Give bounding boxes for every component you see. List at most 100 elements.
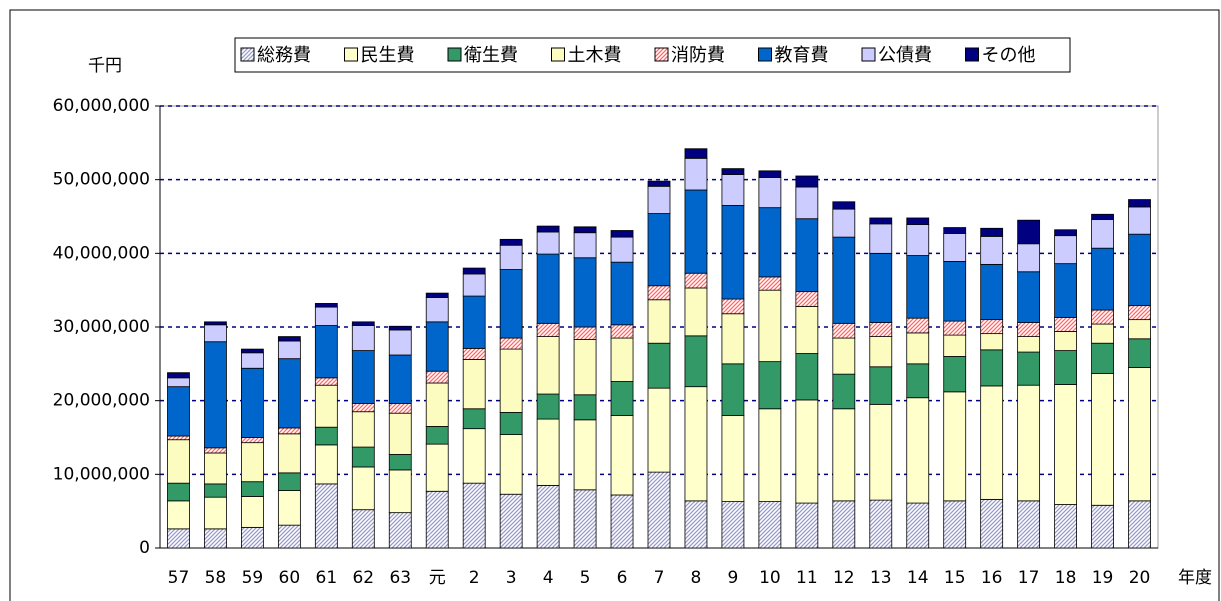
legend-swatch: [447, 47, 462, 62]
bar-segment: [388, 469, 412, 514]
bar-segment: [462, 482, 486, 549]
bar-segment: [832, 208, 856, 238]
bar-segment: [721, 363, 745, 416]
bar-segment: [314, 384, 338, 428]
legend-swatch: [551, 47, 565, 62]
bar-segment: [351, 325, 375, 351]
x-tick-label: 6: [617, 568, 628, 588]
bar-segment: [869, 336, 893, 368]
bar-segment: [573, 232, 597, 259]
bar-segment: [758, 207, 782, 278]
bar-segment: [425, 443, 449, 492]
bar-segment: [684, 335, 708, 388]
bar-segment: [1128, 199, 1151, 208]
x-tick-label: 57: [168, 568, 190, 588]
bar-segment: [869, 366, 893, 405]
bar-segment: [610, 236, 634, 263]
bar-segment: [1054, 229, 1077, 237]
bar-segment: [832, 500, 856, 549]
bar-segment: [1128, 206, 1151, 235]
bar-segment: [1091, 373, 1114, 506]
bar-segment: [536, 225, 560, 233]
bar-segment: [241, 348, 264, 354]
bar-segment: [425, 297, 449, 323]
bar-segment: [425, 321, 449, 372]
y-tick-label: 50,000,000: [53, 170, 150, 190]
y-tick-label: 20,000,000: [53, 391, 150, 411]
bar-segment: [980, 319, 1004, 335]
bar-segment: [1017, 219, 1041, 245]
bar-segment: [241, 367, 264, 438]
bar-segment: [536, 253, 560, 324]
bar-segment: [277, 472, 301, 491]
bar-segment: [167, 377, 190, 388]
y-tick-label: 60,000,000: [53, 96, 150, 116]
bar-segment: [758, 276, 782, 291]
bar-segment: [906, 502, 930, 549]
bar-segment: [647, 387, 671, 473]
bar-segment: [943, 233, 967, 262]
x-tick-label: 17: [1018, 568, 1040, 588]
legend-swatch: [344, 47, 358, 62]
bar-segment: [758, 170, 782, 178]
bar-segment: [241, 437, 264, 444]
bar-segment: [573, 394, 597, 421]
bar-segment: [277, 340, 301, 360]
bar-segment: [610, 337, 634, 382]
bar-segment: [314, 426, 338, 446]
bar-segment: [1091, 504, 1114, 549]
bar-segment: [388, 512, 412, 549]
bar-segment: [351, 321, 375, 326]
bar-segment: [277, 490, 301, 526]
bar-segment: [943, 227, 967, 234]
bar-segment: [1017, 322, 1041, 337]
bar-segment: [906, 332, 930, 365]
bar-segment: [721, 414, 745, 502]
bar-segment: [1017, 351, 1041, 386]
bar-segment: [536, 231, 560, 255]
bar-segment: [1054, 317, 1077, 332]
bar-segment: [980, 227, 1004, 237]
bar-segment: [758, 501, 782, 549]
bar-segment: [425, 292, 449, 298]
bar-segment: [462, 428, 486, 484]
legend-label: その他: [982, 45, 1036, 66]
x-tick-label: 61: [316, 568, 338, 588]
bar-segment: [1017, 271, 1041, 323]
bar-segment: [980, 349, 1004, 387]
bar-segment: [499, 434, 523, 495]
bar-segment: [610, 381, 634, 416]
bar-segment: [943, 261, 967, 322]
bar-segment: [536, 418, 560, 486]
bar-segment: [980, 385, 1004, 500]
bar-segment: [684, 272, 708, 289]
bar-segment: [388, 403, 412, 414]
bar-segment: [1128, 500, 1151, 549]
x-tick-label: 7: [654, 568, 665, 588]
y-tick-label: 10,000,000: [53, 464, 150, 484]
bar-segment: [167, 386, 190, 437]
legend-label: 公債費: [878, 45, 932, 66]
bar-segment: [241, 481, 264, 497]
bar-segment: [499, 412, 523, 435]
bar-segment: [351, 350, 375, 405]
bar-segment: [721, 168, 745, 175]
bar-segment: [573, 419, 597, 491]
x-tick-label: 59: [242, 568, 264, 588]
bar-segment: [1128, 305, 1151, 321]
bar-segment: [1128, 319, 1151, 340]
bar-segment: [314, 444, 338, 485]
x-tick-label: 62: [352, 568, 374, 588]
bar-segment: [241, 526, 264, 549]
bar-segment: [795, 218, 819, 293]
x-tick-label: 8: [691, 568, 702, 588]
bar-segment: [1054, 263, 1077, 318]
bar-segment: [314, 325, 338, 379]
bar-segment: [610, 494, 634, 549]
bar-segment: [795, 175, 819, 188]
bar-segment: [388, 329, 412, 356]
bar-segment: [647, 180, 671, 187]
bar-segment: [906, 397, 930, 504]
bar-segment: [906, 255, 930, 319]
